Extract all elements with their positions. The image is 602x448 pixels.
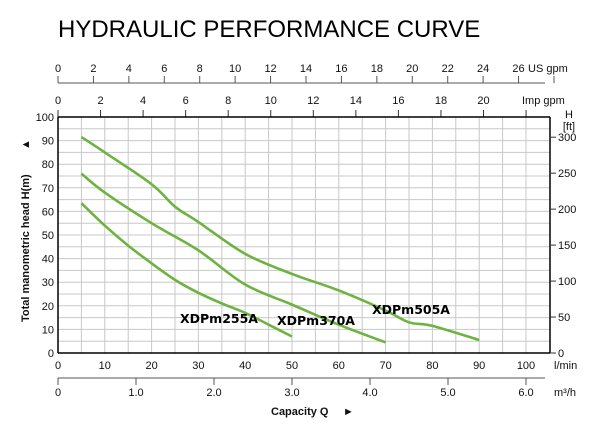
imp-tick-label: 0: [55, 95, 61, 107]
us-tick-label: 26: [512, 63, 524, 75]
x-axis-arrow-icon: ►: [343, 406, 354, 418]
ft-tick-label: 0: [558, 348, 564, 360]
lpm-unit: l/min: [554, 360, 577, 372]
m3h-tick-label: 1.0: [128, 387, 143, 399]
x-tick-label: 80: [426, 360, 438, 372]
x-axis-lpm: 0 10 20 30 40 50 60 70 80 90 100: [55, 360, 535, 372]
series-label-xdpm505a: XDPm505A: [372, 302, 450, 317]
imp-tick-label: 20: [477, 95, 489, 107]
us-tick-label: 0: [55, 63, 61, 75]
x-axis-title: Capacity Q ►: [271, 406, 354, 418]
ft-tick-label: 200: [558, 204, 576, 216]
ft-tick-label: 300: [558, 132, 576, 144]
ft-tick-label: 100: [558, 276, 576, 288]
x-tick-label: 90: [473, 360, 485, 372]
imp-tick-label: 4: [140, 95, 146, 107]
us-tick-label: 22: [442, 63, 454, 75]
ft-unit-h: H: [565, 109, 573, 121]
y-tick-label: 0: [48, 348, 54, 360]
y-tick-label: 30: [42, 277, 54, 289]
us-tick-label: 18: [371, 63, 383, 75]
series-line-xdpm370a: [80, 172, 387, 344]
x-axis-label: Capacity Q: [271, 406, 329, 418]
us-tick-label: 8: [197, 63, 203, 75]
m3h-tick-label: 5.0: [440, 387, 455, 399]
x-tick-label: 20: [145, 360, 157, 372]
y-tick-label: 80: [42, 159, 54, 171]
imp-tick-label: 12: [307, 95, 319, 107]
y-tick-label: 90: [42, 136, 54, 148]
m3h-tick-label: 0: [55, 387, 61, 399]
us-gpm-axis: 0 2 4 6 8 10 12 14 16 18 20 22 24 26: [55, 63, 555, 84]
y-tick-label: 100: [36, 112, 54, 124]
m3h-tick-label: 6.0: [518, 387, 533, 399]
ft-unit-ft: [ft]: [563, 121, 575, 133]
us-tick-label: 14: [300, 63, 312, 75]
series-label-xdpm370a: XDPm370A: [277, 313, 355, 328]
series-group: XDPm255A XDPm370A XDPm505A: [80, 135, 480, 344]
x-tick-label: 60: [333, 360, 345, 372]
series-line-xdpm255a: [80, 202, 293, 338]
x-axis-m3h: 0 1.0 2.0 3.0 4.0 5.0 6.0: [55, 377, 545, 399]
x-tick-label: 100: [517, 360, 535, 372]
y-tick-label: 50: [42, 230, 54, 242]
us-gpm-unit: US gpm: [528, 63, 568, 75]
plot-frame: [57, 116, 551, 354]
y-axis-m: 0 10 20 30 40 50 60 70 80 90 100: [36, 112, 54, 360]
imp-gpm-unit: Imp gpm: [522, 95, 565, 107]
x-tick-label: 30: [192, 360, 204, 372]
imp-tick-label: 10: [265, 95, 277, 107]
y-axis-title: Total manometric head H(m) ▲: [20, 139, 32, 322]
imp-tick-label: 2: [97, 95, 103, 107]
x-tick-label: 10: [99, 360, 111, 372]
x-tick-label: 0: [55, 360, 61, 372]
us-tick-label: 4: [126, 63, 132, 75]
us-tick-label: 10: [229, 63, 241, 75]
y-tick-label: 20: [42, 301, 54, 313]
us-tick-label: 16: [335, 63, 347, 75]
y-axis-ft: 0 50 100 150 200 250 300: [550, 132, 576, 360]
y-tick-label: 10: [42, 324, 54, 336]
m3h-unit: m³/h: [554, 387, 576, 399]
x-tick-label: 50: [286, 360, 298, 372]
imp-gpm-axis: 0 2 4 6 8 10 12 14 16 18 20: [55, 95, 527, 117]
us-tick-label: 2: [90, 63, 96, 75]
m3h-tick-label: 3.0: [284, 387, 299, 399]
y-axis-arrow-icon: ▲: [20, 139, 32, 150]
imp-tick-label: 14: [350, 95, 362, 107]
chart-title: HYDRAULIC PERFORMANCE CURVE: [58, 16, 480, 43]
us-tick-label: 6: [161, 63, 167, 75]
imp-tick-label: 18: [435, 95, 447, 107]
m3h-tick-label: 2.0: [206, 387, 221, 399]
us-tick-label: 24: [477, 63, 489, 75]
x-tick-label: 40: [239, 360, 251, 372]
ft-tick-label: 150: [558, 240, 576, 252]
us-tick-label: 12: [264, 63, 276, 75]
y-tick-label: 70: [42, 183, 54, 195]
imp-tick-label: 6: [183, 95, 189, 107]
y-tick-label: 60: [42, 206, 54, 218]
us-tick-label: 20: [406, 63, 418, 75]
series-label-xdpm255a: XDPm255A: [180, 311, 258, 326]
imp-tick-label: 8: [225, 95, 231, 107]
ft-tick-label: 50: [558, 312, 570, 324]
m3h-tick-label: 4.0: [362, 387, 377, 399]
imp-tick-label: 16: [392, 95, 404, 107]
x-tick-label: 70: [379, 360, 391, 372]
y-axis-label: Total manometric head H(m): [20, 174, 32, 322]
y-tick-label: 40: [42, 254, 54, 266]
ft-tick-label: 250: [558, 168, 576, 180]
series-line-xdpm505a: [80, 135, 480, 342]
